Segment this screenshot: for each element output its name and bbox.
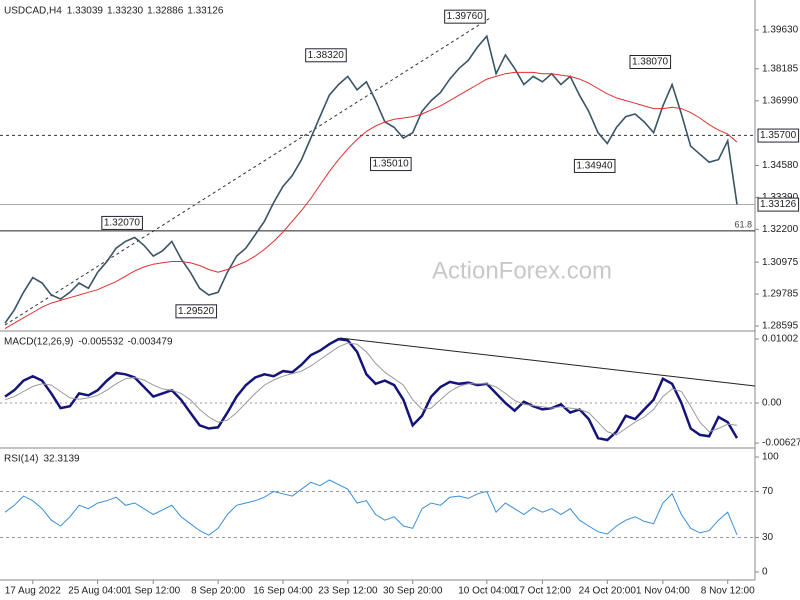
swing-label-box (629, 54, 672, 69)
swing-label-box (175, 304, 218, 319)
series-line (4, 479, 738, 536)
x-tick-label: 1 Sep 12:00 (126, 586, 180, 597)
y-tick-label: 70 (762, 486, 774, 497)
swing-label: 1.35010 (373, 159, 410, 170)
y-tick-label: 1.30975 (762, 257, 799, 268)
swing-label: 1.32070 (104, 217, 141, 228)
y-tick-label: 0 (762, 567, 768, 578)
y-tick-label: 1.39630 (762, 25, 799, 36)
x-tick-label: 16 Sep 04:00 (253, 586, 313, 597)
swing-label-box (305, 48, 347, 63)
swing-label: 1.38320 (308, 50, 345, 61)
x-tick-label: 24 Oct 20:00 (579, 586, 637, 597)
x-tick-label: 30 Sep 20:00 (383, 586, 443, 597)
series-line (4, 71, 738, 330)
x-tick-label: 1 Nov 04:00 (636, 586, 690, 597)
swing-label-box (370, 157, 412, 172)
swing-label: 1.38070 (632, 56, 669, 67)
header-value: 1.33230 (107, 6, 144, 17)
level-label: 1.35700 (760, 130, 797, 141)
swing-label: 1.34940 (576, 160, 613, 171)
header-value: -0.003479 (128, 337, 173, 348)
x-tick-label: 23 Sep 12:00 (318, 586, 378, 597)
x-tick-label: 10 Oct 04:00 (458, 586, 516, 597)
y-tick-label: 1.38185 (762, 63, 799, 74)
y-tick-label: 1.34580 (762, 160, 799, 171)
series-line (4, 34, 738, 324)
series-line (4, 337, 739, 442)
header-value: 32.3139 (43, 454, 80, 465)
panel-title: MACD(12,26,9) (4, 337, 73, 348)
swing-label-box (444, 9, 486, 24)
fib-label: 61.8 (734, 219, 752, 229)
y-tick-label: 30 (762, 532, 774, 543)
series-line (4, 342, 738, 436)
header-value: 1.33039 (67, 6, 104, 17)
y-tick-label: -0.006272 (762, 438, 800, 449)
x-tick-label: 17 Aug 2022 (5, 586, 62, 597)
swing-label-box (101, 215, 143, 230)
swing-label: 1.29520 (178, 306, 215, 317)
level-label-box (757, 128, 800, 143)
y-tick-label: 1.28595 (762, 321, 799, 332)
level-label: 1.33126 (760, 199, 797, 210)
watermark: ActionForex.com (432, 257, 612, 284)
x-tick-label: 17 Oct 12:00 (514, 586, 572, 597)
y-tick-label: 1.36990 (762, 95, 799, 106)
x-tick-label: 8 Sep 20:00 (191, 586, 245, 597)
header-value: 1.32886 (147, 6, 184, 17)
y-tick-label: 0.01002 (762, 334, 799, 345)
y-tick-label: 1.32200 (762, 224, 799, 235)
header-value: 1.33126 (187, 6, 224, 17)
y-tick-label: 1.33390 (762, 192, 799, 203)
swing-label-box (573, 158, 616, 173)
macd-trend-line (339, 337, 756, 387)
panel-title: USDCAD,H4 (4, 6, 62, 17)
y-tick-label: 100 (762, 452, 779, 463)
x-tick-label: 25 Aug 04:00 (68, 586, 127, 597)
y-tick-label: 1.29785 (762, 289, 799, 300)
header-value: -0.005532 (78, 337, 123, 348)
panel-title: RSI(14) (4, 454, 38, 465)
level-label-box (757, 197, 800, 212)
x-tick-label: 8 Nov 12:00 (701, 586, 755, 597)
swing-label: 1.39760 (447, 11, 484, 22)
y-tick-label: 0.00 (762, 398, 782, 409)
